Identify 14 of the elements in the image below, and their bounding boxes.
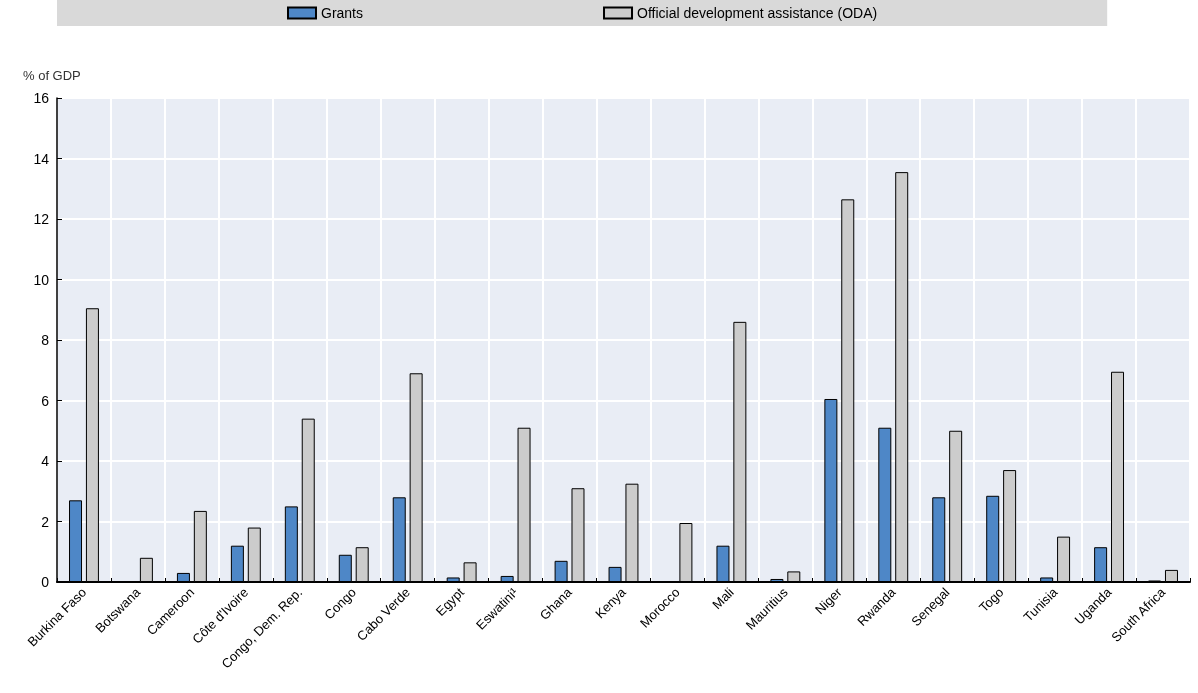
y-tick-label: 2 [41,513,50,530]
y-tick-label: 8 [41,332,50,348]
y-tick-label: 6 [41,392,50,409]
legend-label: Grants [321,5,364,21]
x-tick-label: Mali [709,584,737,613]
y-tick-label: 16 [33,90,50,106]
y-tick-label: 0 [41,574,50,590]
legend-label: Official development assistance (ODA) [637,5,878,21]
y-tick-label: 10 [33,271,50,288]
y-tick-label: 12 [33,211,50,227]
y-tick-label: 14 [33,150,50,167]
x-tick-label: Togo [975,584,1007,616]
y-axis-title: % of GDP [23,68,81,83]
y-tick-label: 4 [41,453,50,469]
